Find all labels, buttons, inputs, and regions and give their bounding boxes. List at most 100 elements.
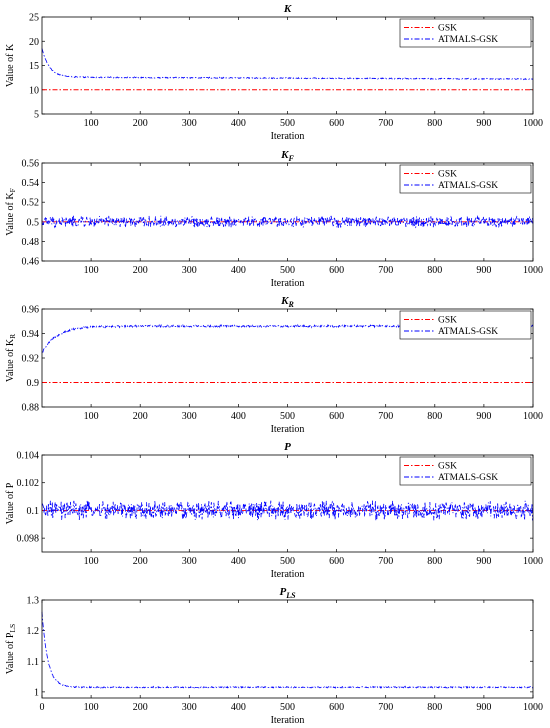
x-axis-title: Iteration	[271, 278, 305, 289]
y-axis-title: Value of KF	[5, 188, 17, 236]
legend-label: ATMALS-GSK	[438, 327, 498, 337]
chart-title-subscript: R	[288, 300, 295, 309]
x-tick-label: 400	[231, 556, 246, 567]
series-line-atmals-gsk	[41, 500, 534, 521]
legend-label: GSK	[438, 170, 457, 180]
series-line-atmals-gsk	[41, 611, 534, 690]
x-tick-label: 400	[231, 118, 246, 129]
y-tick-label: 25	[29, 13, 39, 24]
y-tick-label: 0.9	[27, 378, 40, 389]
y-tick-label: 0.56	[22, 159, 40, 170]
x-tick-label: 500	[280, 411, 295, 422]
plot-area-frame	[41, 454, 534, 553]
x-tick-label: 600	[329, 411, 344, 422]
legend-box	[399, 18, 532, 48]
y-tick-label: 0.52	[22, 198, 40, 209]
y-tick-label: 1.2	[27, 626, 40, 637]
y-tick-label: 1	[34, 687, 39, 698]
x-tick-label: 700	[378, 702, 393, 713]
plot-area-frame	[41, 308, 534, 408]
x-tick-label: 800	[427, 411, 442, 422]
x-tick-label: 800	[427, 265, 442, 276]
x-tick-label: 700	[378, 556, 393, 567]
x-tick-label: 900	[476, 118, 491, 129]
x-tick-label: 300	[182, 118, 197, 129]
y-tick-label: 0.5	[27, 217, 40, 228]
x-tick-label: 700	[378, 411, 393, 422]
x-axis-title: Iteration	[271, 569, 305, 580]
x-tick-label: 900	[476, 265, 491, 276]
x-tick-label: 100	[84, 411, 99, 422]
y-tick-label: 10	[29, 85, 39, 96]
x-tick-label: 700	[378, 118, 393, 129]
chart-title-subscript: LS	[285, 591, 296, 600]
x-tick-label: 400	[231, 411, 246, 422]
plot-area-frame	[41, 599, 534, 699]
x-tick-label: 900	[476, 702, 491, 713]
y-axis-title: Value of KR	[5, 334, 17, 382]
x-tick-label: 600	[329, 702, 344, 713]
legend-label: ATMALS-GSK	[438, 35, 498, 45]
series-line-atmals-gsk	[41, 323, 534, 353]
y-tick-label: 0.54	[22, 178, 40, 189]
x-tick-label: 800	[427, 118, 442, 129]
x-tick-label: 200	[133, 265, 148, 276]
x-tick-label: 200	[133, 556, 148, 567]
x-tick-label: 0	[40, 702, 45, 713]
plot-area-frame	[41, 16, 534, 115]
y-tick-label: 0.46	[22, 257, 40, 268]
legend-label: GSK	[438, 316, 457, 326]
x-tick-label: 1000	[523, 118, 543, 129]
x-tick-label: 500	[280, 556, 295, 567]
x-tick-label: 300	[182, 411, 197, 422]
y-axis-title-subscript: F	[8, 188, 17, 192]
y-tick-label: 0.48	[22, 237, 40, 248]
chart-title: K	[283, 3, 292, 15]
x-tick-label: 800	[427, 556, 442, 567]
x-axis-title: Iteration	[271, 131, 305, 142]
x-tick-label: 1000	[523, 411, 543, 422]
chart-title: KR	[280, 295, 294, 309]
chart-panel-2: KF Value of KF Iteration 100 200 300 400 500 600…	[5, 149, 543, 289]
y-tick-label: 0.1	[27, 506, 40, 517]
y-tick-label: 0.94	[22, 329, 40, 340]
x-tick-label: 200	[133, 118, 148, 129]
y-tick-label: 0.102	[17, 478, 40, 489]
legend-box	[399, 310, 532, 340]
x-tick-label: 300	[182, 556, 197, 567]
legend-box	[399, 164, 532, 194]
series-line-atmals-gsk	[41, 48, 534, 81]
y-axis-title: Value of P	[5, 482, 16, 524]
chart-title-subscript: F	[288, 154, 295, 163]
y-tick-label: 0.88	[22, 403, 40, 414]
x-tick-label: 900	[476, 411, 491, 422]
chart-panel-3: KR Value of KR Iteration 100 200 300 400 500 600…	[5, 295, 543, 435]
x-tick-label: 100	[84, 265, 99, 276]
y-tick-label: 1.1	[27, 657, 40, 668]
x-tick-label: 1000	[523, 265, 543, 276]
chart-panel-4: P Value of P Iteration 100 200 300 400 500 600 70…	[5, 441, 543, 580]
x-tick-label: 600	[329, 556, 344, 567]
chart-title: KF	[280, 149, 294, 163]
x-axis-title: Iteration	[271, 715, 305, 726]
series-line-atmals-gsk	[41, 215, 534, 229]
y-tick-label: 0.96	[22, 305, 40, 316]
x-tick-label: 300	[182, 702, 197, 713]
x-tick-label: 100	[84, 118, 99, 129]
x-tick-label: 500	[280, 265, 295, 276]
x-tick-label: 400	[231, 702, 246, 713]
x-tick-label: 700	[378, 265, 393, 276]
chart-panel-5: PLS Value of PLS Iteration 0 100 200 300 400 500…	[5, 586, 543, 726]
y-tick-label: 5	[34, 110, 39, 121]
y-axis-title-subscript: LS	[8, 624, 17, 633]
y-axis-title: Value of K	[5, 43, 16, 87]
x-axis-title: Iteration	[271, 424, 305, 435]
x-tick-label: 100	[84, 702, 99, 713]
x-tick-label: 400	[231, 265, 246, 276]
y-tick-label: 0.098	[17, 534, 40, 545]
